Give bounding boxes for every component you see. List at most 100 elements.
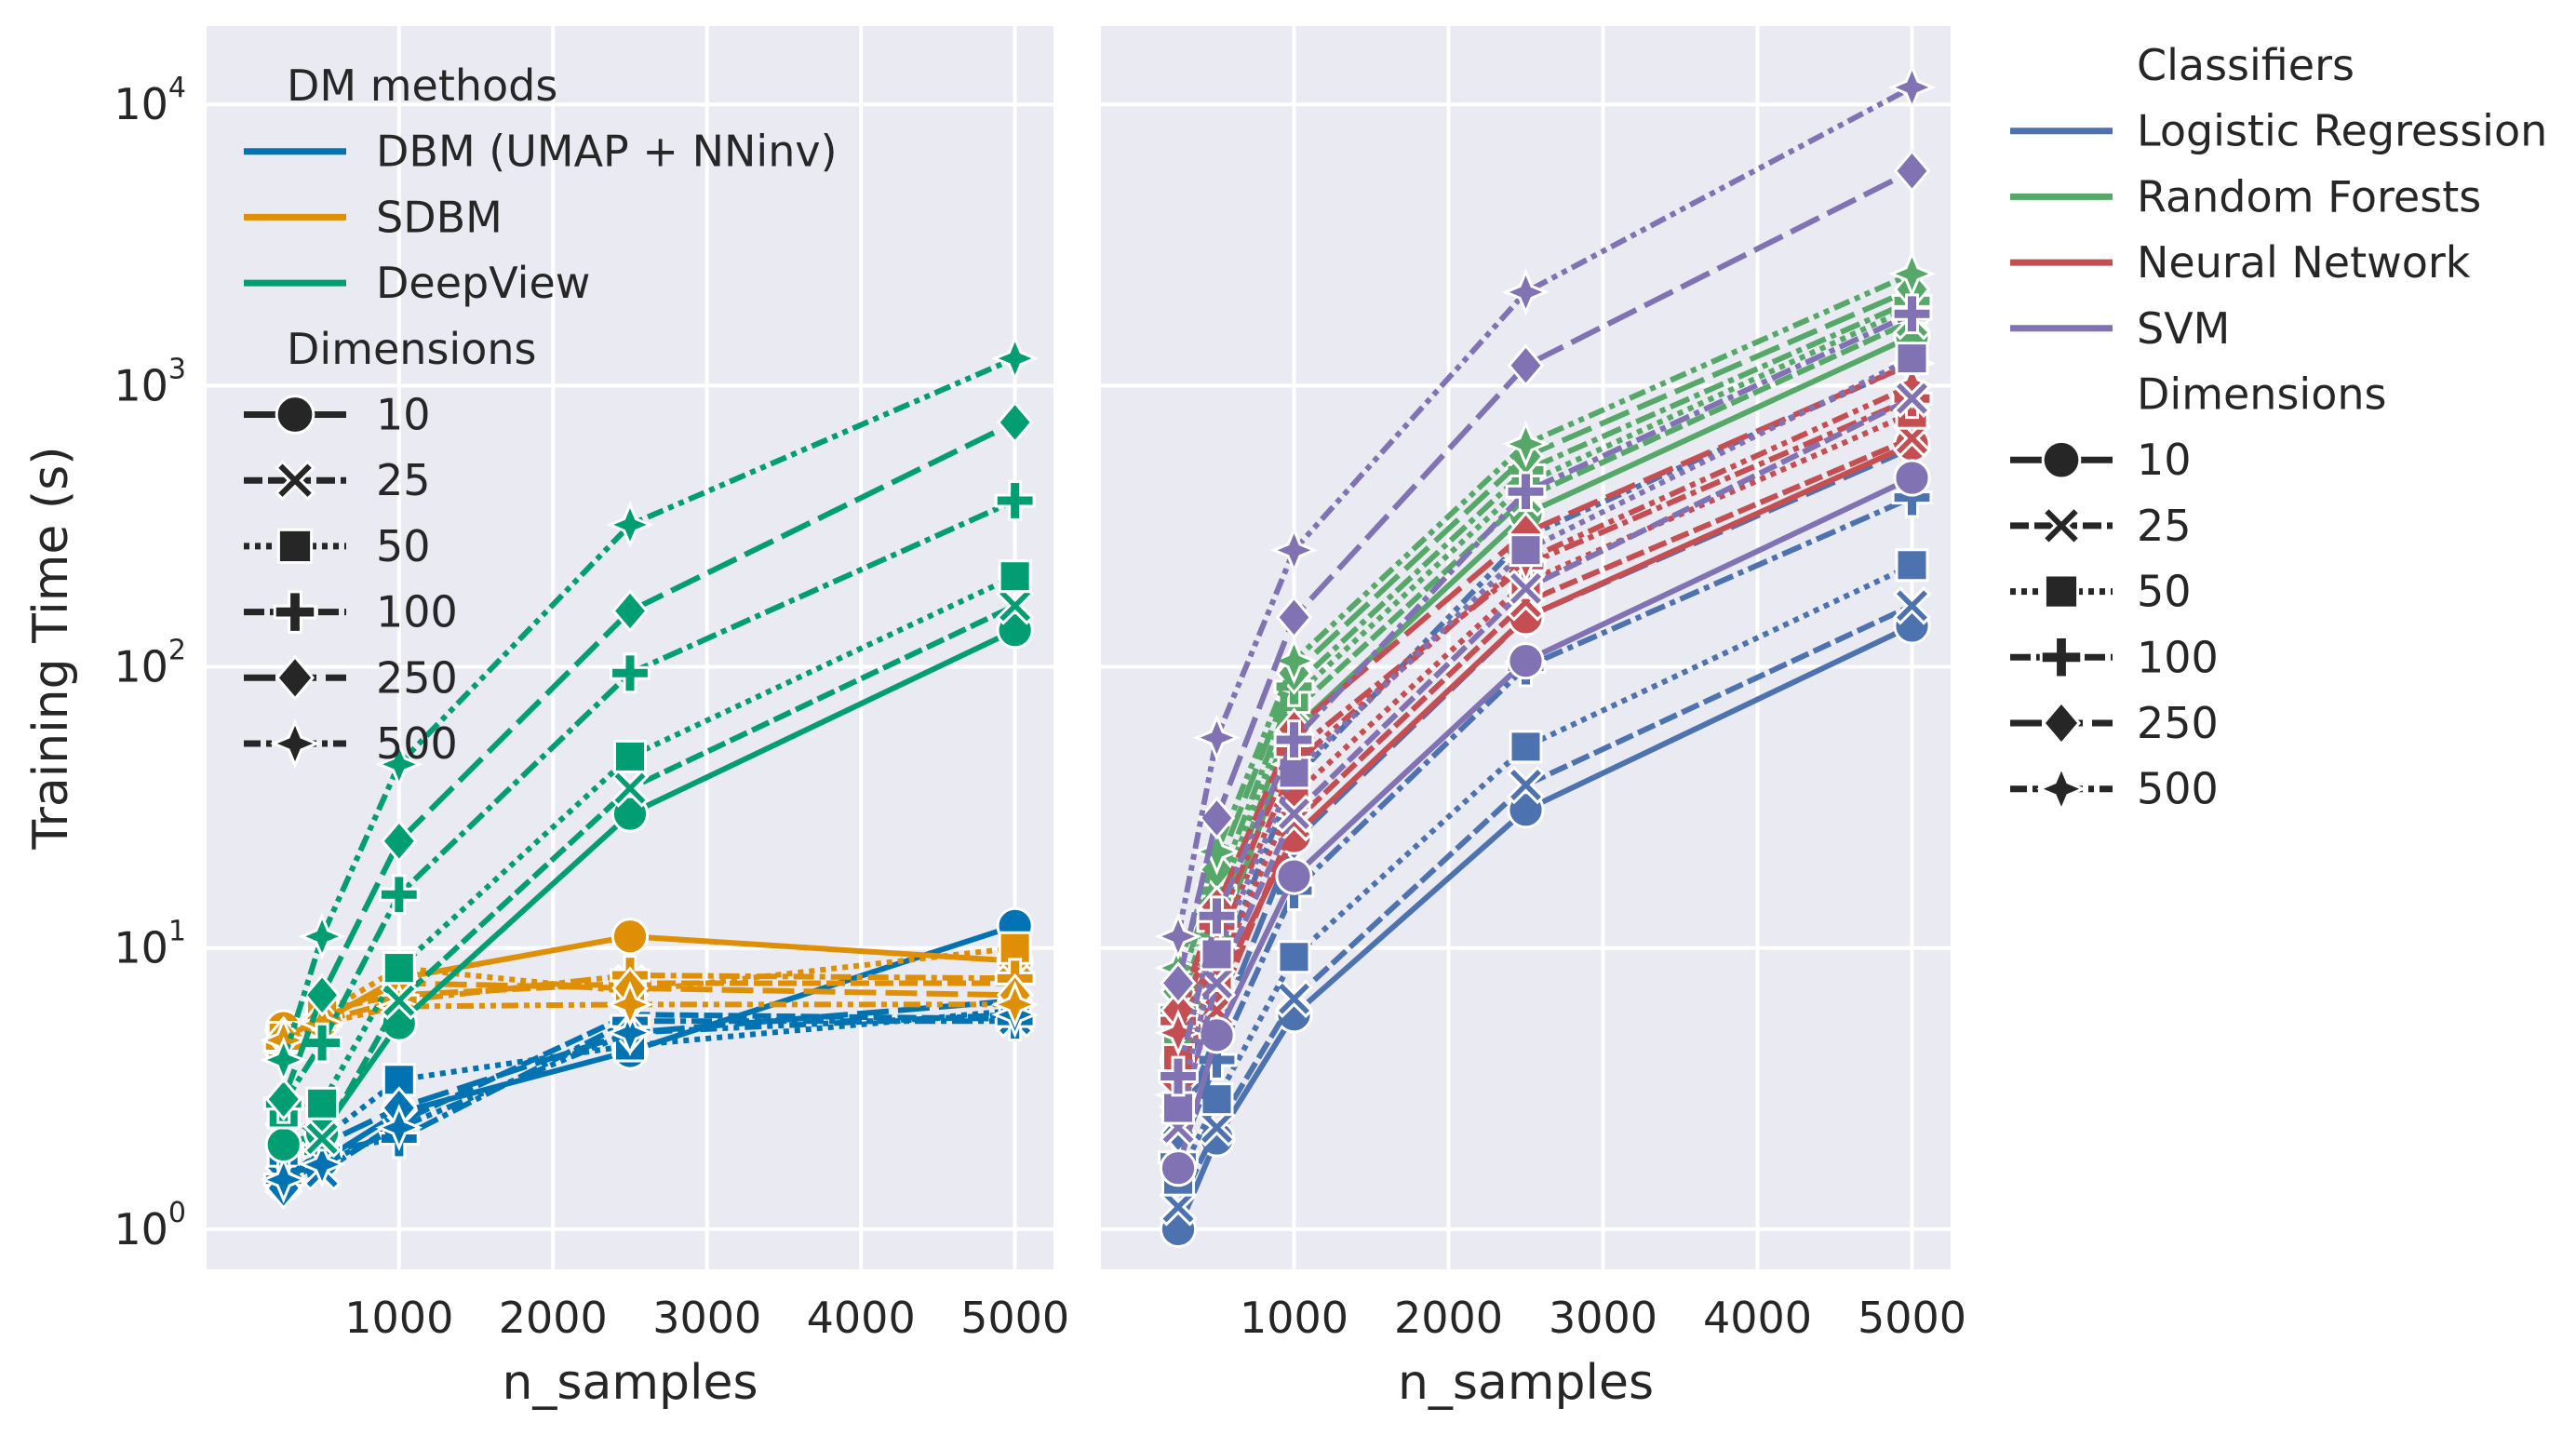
left-xtick-label: 1000 <box>344 1293 453 1343</box>
data-point <box>298 912 346 960</box>
right-xtick-label: 1000 <box>1240 1293 1348 1343</box>
legend-marker <box>275 654 315 702</box>
legend-label-classifier: Random Forests <box>2137 171 2481 221</box>
y-tick-exponent: 3 <box>168 353 186 385</box>
y-tick-base: 10 <box>114 642 168 692</box>
legend-entry-dim-500-right <box>2010 763 2113 814</box>
legend-marker <box>2039 636 2084 679</box>
data-point <box>302 1022 342 1064</box>
data-point <box>260 1036 308 1084</box>
data-point <box>264 1077 302 1121</box>
y-tick-exponent: 4 <box>168 72 186 104</box>
legend-dm-methods: DM methods DBM (UMAP + NNinv) SDBM DeepView… <box>244 60 838 769</box>
data-point <box>375 740 423 788</box>
series-line <box>1175 355 1913 1109</box>
data-point <box>1893 459 1931 497</box>
legend-marker <box>273 590 317 634</box>
data-point <box>1196 895 1238 937</box>
data-point <box>260 1156 308 1204</box>
legend-marker <box>276 528 314 564</box>
legend-entry-dim-50 <box>244 528 346 564</box>
data-point <box>991 334 1040 382</box>
right-panel: 1000 2000 3000 4000 5000 n_samples <box>1101 26 1966 1411</box>
series-deepview-dim-50 <box>266 559 1032 1130</box>
series-svm-dim-500 <box>1154 63 1936 960</box>
data-point <box>994 480 1036 521</box>
right-xtick-label: 5000 <box>1858 1293 1966 1343</box>
series-deepview-dim-500 <box>260 334 1040 1084</box>
legend-label-classifier: SVM <box>2137 303 2230 354</box>
legend-marker <box>275 395 315 435</box>
legend-entry-dim-25 <box>244 460 346 502</box>
data-point <box>1277 940 1311 974</box>
legend-label-classifier: Neural Network <box>2137 237 2471 288</box>
legend-label-dim-right: 250 <box>2137 698 2219 748</box>
left-plot-area <box>207 26 1053 1269</box>
data-point <box>264 1125 302 1164</box>
data-point <box>1159 1149 1198 1187</box>
series-line <box>280 420 1016 1101</box>
legend-marker <box>270 718 320 769</box>
legend-label-method: DeepView <box>376 258 590 308</box>
data-point <box>1509 533 1543 568</box>
data-point <box>1888 63 1936 112</box>
data-point <box>1895 548 1929 583</box>
legend-classifiers: Classifiers Logistic Regression Random For… <box>2010 40 2547 814</box>
y-tick-exponent: 0 <box>168 1197 186 1229</box>
data-point <box>1160 961 1197 1005</box>
data-point <box>1275 596 1313 639</box>
data-point <box>996 400 1034 445</box>
data-point <box>1274 979 1314 1018</box>
series-line <box>1175 603 1913 1209</box>
data-point <box>1507 343 1545 387</box>
series-svm-dim-100 <box>1158 293 1933 1097</box>
left-xtick-label: 5000 <box>960 1293 1069 1343</box>
data-point <box>610 795 650 833</box>
left-xtick-label: 3000 <box>652 1293 761 1343</box>
data-point <box>1159 1187 1198 1227</box>
y-tick-base: 10 <box>114 79 168 129</box>
data-point <box>380 981 419 1020</box>
legend-entry-dim-500 <box>244 718 346 769</box>
data-point <box>606 980 654 1028</box>
legend-label-classifier: Logistic Regression <box>2137 106 2547 156</box>
data-point <box>305 1086 340 1120</box>
data-point <box>1158 1055 1199 1097</box>
series-random-forests-dim-500 <box>1154 249 1936 992</box>
data-point <box>1505 471 1547 513</box>
data-point <box>998 559 1032 594</box>
legend-label-dim-right: 100 <box>2137 632 2219 682</box>
series-deepview-dim-250 <box>264 400 1034 1121</box>
data-point <box>1502 420 1550 468</box>
right-xtick-label: 3000 <box>1549 1293 1657 1343</box>
legend-label-dim: 500 <box>376 718 458 769</box>
series-logistic-regression-dim-25 <box>1159 586 1932 1227</box>
data-point <box>610 769 650 808</box>
legend-label-dim: 50 <box>376 521 431 571</box>
data-point <box>606 1009 654 1057</box>
data-point <box>1507 642 1545 680</box>
y-tick-base: 10 <box>114 923 168 973</box>
y-axis-title: Training Time (s) <box>23 446 79 850</box>
data-point <box>303 973 341 1017</box>
y-tick-label: 102 <box>114 635 186 692</box>
data-point <box>611 589 649 633</box>
y-tick-label: 100 <box>114 1197 186 1254</box>
legend-title-dm-methods: DM methods <box>287 60 557 111</box>
right-xtick-label: 2000 <box>1394 1293 1503 1343</box>
y-tick-label: 104 <box>114 72 186 129</box>
data-point <box>1893 149 1931 194</box>
data-point <box>1274 794 1314 834</box>
y-tick-base: 10 <box>114 360 168 410</box>
legend-entry-dim-100-right <box>2010 636 2113 679</box>
legend-entry-dim-250 <box>244 654 346 702</box>
data-point <box>1891 293 1933 335</box>
legend-entry-dim-50-right <box>2010 573 2113 610</box>
legend-title-dimensions: Dimensions <box>287 324 536 374</box>
series-line <box>1175 396 1913 1129</box>
legend-marker <box>2041 439 2082 480</box>
legend-label-dim-right: 25 <box>2137 501 2192 551</box>
data-point <box>613 739 647 773</box>
legend-entry-dim-100 <box>244 590 346 634</box>
data-point <box>382 951 416 986</box>
